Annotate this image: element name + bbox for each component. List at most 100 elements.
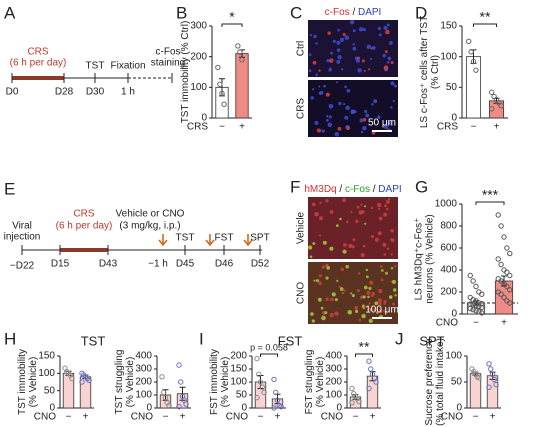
cell xyxy=(315,73,318,77)
panel-letter: I xyxy=(199,329,204,348)
data-point xyxy=(237,49,243,55)
label: D15 xyxy=(51,259,70,270)
cell xyxy=(325,276,329,280)
cell xyxy=(377,26,382,31)
y-tick-label: 600 xyxy=(440,243,457,254)
cell xyxy=(346,126,350,130)
cell xyxy=(312,60,317,65)
cell xyxy=(370,47,373,50)
y-tick-label: 0 xyxy=(451,309,457,320)
y-tick-label: 200 xyxy=(190,51,207,62)
x-axis-label: CNO xyxy=(131,412,153,423)
significance-bracket xyxy=(473,23,497,27)
cell xyxy=(344,85,347,89)
cell xyxy=(386,23,390,27)
cell xyxy=(357,56,360,60)
cell xyxy=(316,279,320,283)
cell xyxy=(321,129,325,133)
bar xyxy=(465,56,482,119)
label: D43 xyxy=(99,259,118,270)
cell xyxy=(388,295,393,299)
cell xyxy=(308,69,312,73)
cell xyxy=(350,211,353,214)
row-label: CNO xyxy=(296,282,307,304)
data-point xyxy=(504,269,510,275)
x-tick-label: + xyxy=(490,412,496,423)
data-point xyxy=(476,309,482,315)
y-axis-label: (% Vehicle) xyxy=(125,357,136,408)
y-axis-label: TST struggling xyxy=(114,350,125,415)
cell xyxy=(349,19,355,25)
y-tick-label: 100 xyxy=(230,377,247,388)
cell xyxy=(339,217,342,221)
row-label: CRS xyxy=(296,98,307,119)
cell xyxy=(346,220,349,224)
cell xyxy=(385,271,388,275)
data-point xyxy=(274,397,281,403)
cell xyxy=(371,292,375,296)
cell xyxy=(314,120,319,126)
y-tick-label: 800 xyxy=(440,221,457,232)
cell xyxy=(310,96,314,100)
cell xyxy=(390,266,394,270)
y-tick-label: 0 xyxy=(49,403,55,414)
data-point xyxy=(466,38,472,45)
cell xyxy=(382,242,387,247)
cell xyxy=(352,43,356,46)
y-tick-label: 100 xyxy=(440,51,457,62)
y-axis-label: LS hM3Dq⁺c-Fos⁺ xyxy=(414,218,425,301)
cell xyxy=(316,128,321,133)
cell xyxy=(331,292,336,297)
data-point xyxy=(479,304,485,311)
data-point xyxy=(257,379,264,385)
data-point xyxy=(507,250,513,257)
y-tick-label: 400 xyxy=(325,351,342,362)
cell xyxy=(363,285,368,290)
cell xyxy=(314,211,319,217)
label: (6 h per day) xyxy=(10,58,67,69)
cell xyxy=(391,279,396,284)
cell xyxy=(320,306,324,310)
cell xyxy=(318,281,322,286)
cell xyxy=(392,99,395,103)
y-tick-label: 300 xyxy=(135,364,152,375)
cell xyxy=(328,103,334,109)
cell xyxy=(318,85,321,88)
y-tick-label: 100 xyxy=(325,390,342,401)
cell xyxy=(362,59,365,63)
label: D45 xyxy=(176,259,195,270)
data-point xyxy=(215,64,221,71)
cell xyxy=(339,287,344,291)
x-tick-label: + xyxy=(501,318,507,329)
data-point xyxy=(468,49,474,55)
data-point xyxy=(366,358,372,364)
y-tick-label: 1000 xyxy=(435,199,458,210)
cell xyxy=(328,115,332,119)
cell xyxy=(312,242,316,245)
data-point xyxy=(486,384,492,390)
cell xyxy=(345,105,350,111)
cell xyxy=(390,229,394,233)
cell xyxy=(313,279,316,282)
data-point xyxy=(501,234,507,240)
cell xyxy=(334,298,338,302)
cell xyxy=(392,288,397,292)
cell xyxy=(390,106,393,109)
cell xyxy=(361,313,366,319)
panel-letter: A xyxy=(4,3,16,22)
cell xyxy=(350,110,355,115)
cell xyxy=(376,311,379,314)
cell xyxy=(350,292,353,295)
cell xyxy=(329,312,334,318)
cell xyxy=(338,101,342,106)
cell xyxy=(385,200,390,204)
cell xyxy=(368,68,371,71)
cell xyxy=(325,199,329,203)
cell xyxy=(390,253,393,256)
x-axis-label: CNO xyxy=(441,412,463,423)
data-point xyxy=(278,404,284,410)
y-tick-label: 0 xyxy=(456,403,462,414)
data-point xyxy=(473,302,479,308)
significance-bracket xyxy=(260,353,278,357)
